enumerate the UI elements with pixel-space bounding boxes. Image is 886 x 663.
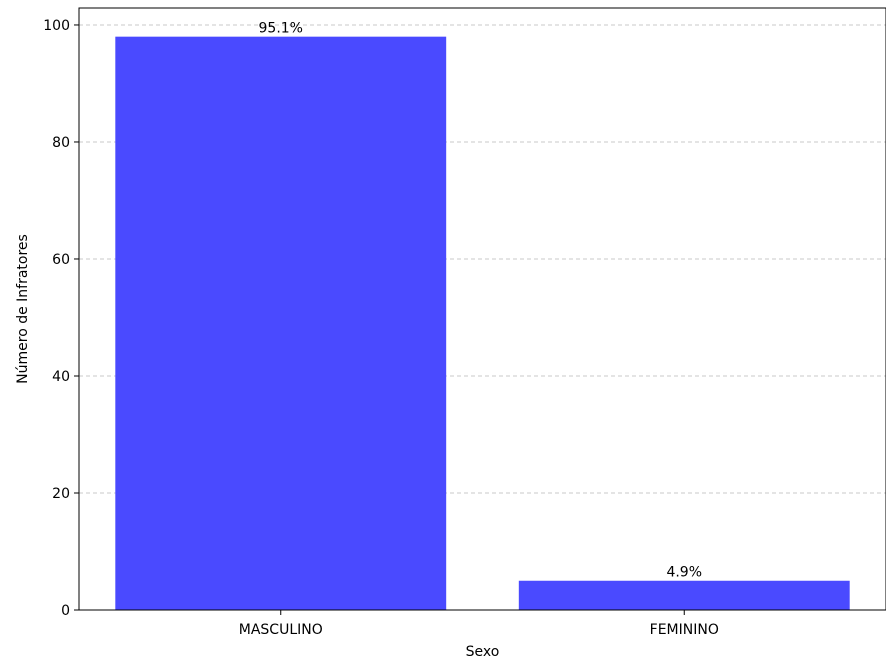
y-tick-label: 80: [52, 135, 70, 151]
y-tick-label: 40: [52, 369, 70, 385]
y-tick-label: 0: [61, 603, 70, 619]
y-tick-label: 60: [52, 252, 70, 268]
data-label: 95.1%: [259, 21, 303, 37]
y-tick-label: 100: [43, 18, 70, 34]
bar-masculino: [115, 36, 447, 610]
y-ticks: 0 20 40 60 80 100: [43, 18, 79, 619]
bar-feminino: [518, 580, 850, 610]
x-axis-label: Sexo: [466, 644, 500, 659]
y-axis-label: Número de Infratores: [15, 234, 31, 384]
x-ticks: MASCULINO FEMININO: [239, 610, 719, 638]
x-tick-label: FEMININO: [650, 622, 719, 638]
x-tick-label: MASCULINO: [239, 622, 323, 638]
data-labels: 95.1% 4.9%: [259, 21, 703, 581]
y-tick-label: 20: [52, 486, 70, 502]
axes: [78, 7, 886, 611]
bars: [115, 36, 850, 610]
plot-frame: [78, 7, 886, 611]
data-label: 4.9%: [666, 565, 702, 581]
